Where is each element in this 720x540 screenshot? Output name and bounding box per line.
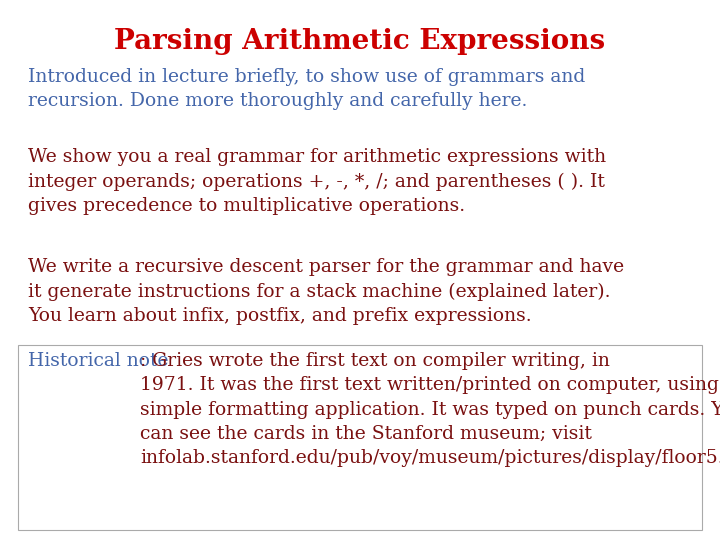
Text: Parsing Arithmetic Expressions: Parsing Arithmetic Expressions xyxy=(114,28,606,55)
Text: : Gries wrote the first text on compiler writing, in
1971. It was the first text: : Gries wrote the first text on compiler… xyxy=(140,352,720,467)
Bar xyxy=(18,345,702,530)
Text: Introduced in lecture briefly, to show use of grammars and
recursion. Done more : Introduced in lecture briefly, to show u… xyxy=(28,68,585,110)
Text: We show you a real grammar for arithmetic expressions with
integer operands; ope: We show you a real grammar for arithmeti… xyxy=(28,148,606,215)
Text: We write a recursive descent parser for the grammar and have
it generate instruc: We write a recursive descent parser for … xyxy=(28,258,624,325)
Text: Historical note: Historical note xyxy=(28,352,168,370)
